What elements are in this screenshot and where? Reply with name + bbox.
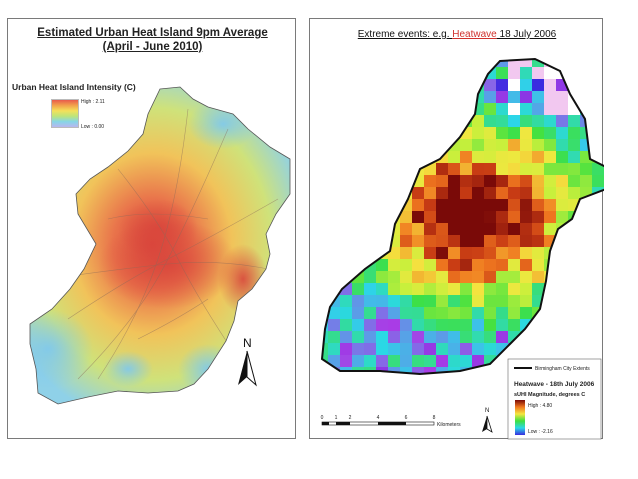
left-map-title-line1: Estimated Urban Heat Island 9pm Average bbox=[37, 27, 268, 39]
right-map-header: Extreme events: e.g. Heatwave 18 July 20… bbox=[310, 29, 604, 40]
left-map-panel: Estimated Urban Heat Island 9pm Average … bbox=[7, 18, 296, 439]
right-map-panel: Extreme events: e.g. Heatwave 18 July 20… bbox=[309, 18, 604, 440]
heatwave-grid bbox=[322, 59, 604, 374]
right-legend-high: High : 4.80 bbox=[528, 403, 552, 409]
scale-tick-label: 0 bbox=[321, 415, 324, 421]
left-legend-title: Urban Heat Island Intensity (C) bbox=[12, 82, 136, 92]
right-header-prefix: Extreme events: e.g. bbox=[357, 29, 453, 40]
right-extent-label: Birmingham City Extents bbox=[535, 366, 590, 372]
scale-tick-label: 1 bbox=[335, 415, 338, 421]
scale-tick-label: 2 bbox=[349, 415, 352, 421]
scale-tick-label: 8 bbox=[433, 415, 436, 421]
left-north-arrow-icon bbox=[238, 350, 257, 387]
scale-tick-label: 4 bbox=[377, 415, 380, 421]
left-legend-high: High : 2.11 bbox=[81, 99, 105, 105]
left-map-title-line2: (April - June 2010) bbox=[102, 41, 203, 53]
right-header-highlight: Heatwave bbox=[452, 29, 497, 40]
right-legend-title: Heatwave - 18th July 2006 bbox=[514, 381, 595, 388]
right-heatwave-map: Birmingham City Extents Heatwave - 18th … bbox=[321, 58, 604, 440]
scale-unit: Kilometers bbox=[437, 422, 461, 428]
right-legend-subtitle: sUHI Magnitude, degrees C bbox=[514, 392, 585, 398]
left-legend-ramp bbox=[51, 99, 79, 128]
right-legend-low: Low : -2.16 bbox=[528, 429, 553, 435]
right-header-suffix: 18 July 2006 bbox=[496, 29, 557, 40]
scale-bar: 0 1 2 4 6 8 Kilometers bbox=[321, 415, 462, 428]
left-legend-low: Low : 0.00 bbox=[81, 124, 105, 130]
right-north-label: N bbox=[485, 408, 489, 414]
left-north-label: N bbox=[243, 336, 252, 350]
scale-tick-label: 6 bbox=[405, 415, 408, 421]
right-legend-ramp bbox=[515, 400, 525, 435]
left-heat-map: N bbox=[29, 86, 291, 405]
right-north-arrow-icon bbox=[482, 415, 493, 433]
